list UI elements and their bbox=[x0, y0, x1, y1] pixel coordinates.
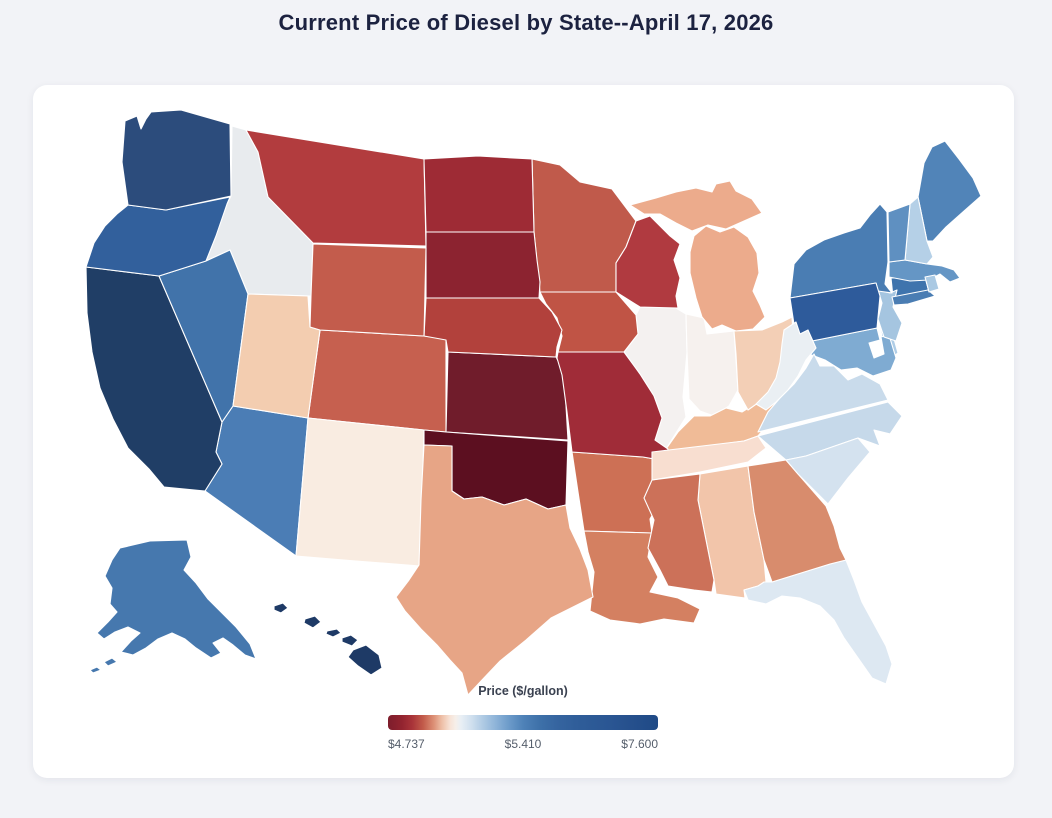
state-WI[interactable]: Wisconsin — est. 4.86 bbox=[615, 215, 681, 309]
state-CO[interactable]: Colorado — est. 4.92 bbox=[307, 329, 447, 433]
state-CA[interactable]: California — est. 7.3 bbox=[85, 266, 223, 492]
state-LA[interactable]: Louisiana — est. 4.95 bbox=[583, 530, 701, 625]
legend-tick-max: $7.600 bbox=[621, 737, 658, 751]
legend-ticks: $4.737 $5.410 $7.600 bbox=[388, 737, 658, 751]
state-TX[interactable]: Texas — est. 4.98 bbox=[395, 444, 594, 696]
state-HI[interactable]: Hawaii — est. 7.5 bbox=[273, 602, 383, 676]
state-WV[interactable]: West Virginia — est. 5.12 bbox=[755, 321, 817, 411]
legend-title: Price ($/gallon) bbox=[478, 684, 568, 698]
state-NM[interactable]: New Mexico — est. 5.06 bbox=[295, 417, 425, 567]
state-AK[interactable]: Alaska — est. 5.95 bbox=[89, 539, 257, 674]
state-NE[interactable]: Nebraska — est. 4.87 bbox=[423, 297, 563, 358]
state-TN[interactable]: Tennessee — est. 5.06 bbox=[651, 435, 767, 481]
legend-gradient-bar bbox=[388, 715, 658, 730]
state-WY[interactable]: Wyoming — est. 4.92 bbox=[309, 243, 427, 337]
legend-tick-mid: $5.410 bbox=[504, 737, 542, 751]
state-NY[interactable]: New York — est. 5.9 bbox=[789, 203, 936, 306]
colorbar-legend: Price ($/gallon) $4.737 $5.410 $7.600 bbox=[388, 684, 658, 751]
state-MS[interactable]: Mississippi — est. 4.94 bbox=[643, 473, 715, 593]
state-ND[interactable]: North Dakota — est. 4.83 bbox=[423, 155, 535, 233]
state-ME[interactable]: Maine — est. 5.83 bbox=[917, 140, 982, 242]
state-RI[interactable]: Rhode Island — est. 5.33 bbox=[924, 274, 940, 293]
state-IN[interactable]: Indiana — est. 5.09 bbox=[685, 313, 739, 417]
state-SD[interactable]: South Dakota — est. 4.8 bbox=[425, 231, 541, 299]
state-MD[interactable]: Maryland — est. 5.63 bbox=[796, 327, 897, 377]
state-MI[interactable]: Michigan — est. 4.98 bbox=[629, 180, 766, 332]
state-UT[interactable]: Utah — est. 5.01 bbox=[232, 293, 321, 419]
state-KS[interactable]: Kansas — est. 4.77 bbox=[445, 351, 569, 441]
state-FL[interactable]: Florida — est. 5.17 bbox=[743, 559, 893, 685]
page-title: Current Price of Diesel by State--April … bbox=[278, 10, 774, 35]
state-NJ[interactable]: New Jersey — est. 5.34 bbox=[877, 289, 903, 342]
state-OR[interactable]: Oregon — est. 6.65 bbox=[85, 196, 231, 277]
state-SC[interactable]: South Carolina — est. 5.19 bbox=[785, 437, 871, 505]
state-VT[interactable]: Vermont — est. 5.79 bbox=[887, 203, 911, 263]
legend-tick-min: $4.737 bbox=[388, 737, 425, 751]
state-WA[interactable]: Washington — est. 6.95 bbox=[121, 109, 232, 211]
